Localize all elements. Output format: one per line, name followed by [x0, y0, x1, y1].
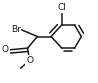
- Text: O: O: [26, 56, 33, 65]
- Text: O: O: [2, 45, 9, 54]
- Text: Cl: Cl: [57, 3, 66, 12]
- Text: Br: Br: [11, 25, 21, 34]
